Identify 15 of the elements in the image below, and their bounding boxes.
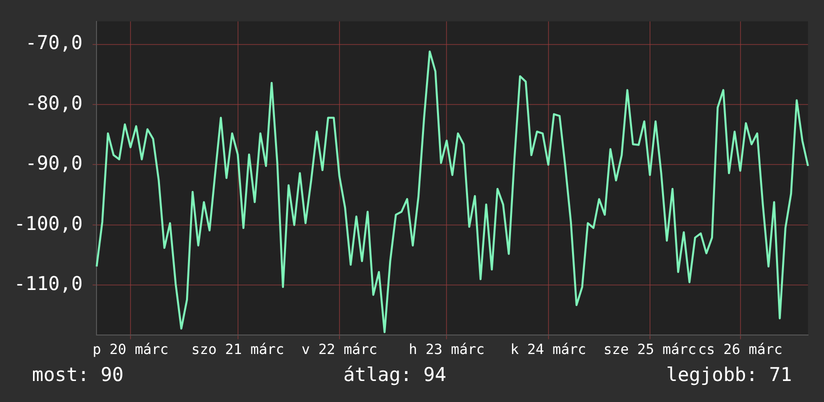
x-tick-label: h 23 márc (408, 342, 485, 358)
x-tick-label: sze 25 márc (604, 342, 696, 358)
x-tick-label: cs 26 márc (698, 342, 782, 358)
x-tick-label: k 24 márc (510, 342, 586, 358)
y-tick-label: -110,0 (14, 273, 83, 296)
x-tick-label: szo 21 márc (191, 342, 284, 358)
text: legjobb: 71 (666, 364, 792, 386)
text: átlag: 94 (343, 364, 446, 386)
y-tick-label: -100,0 (14, 212, 83, 235)
y-tick-label: -70,0 (25, 32, 83, 54)
y-tick-label: -80,0 (25, 92, 83, 114)
x-tick-label: v 22 márc (301, 342, 378, 358)
text: most: 90 (32, 364, 124, 386)
y-tick-label: -90,0 (25, 152, 83, 175)
x-tick-label: p 20 márc (92, 342, 168, 358)
